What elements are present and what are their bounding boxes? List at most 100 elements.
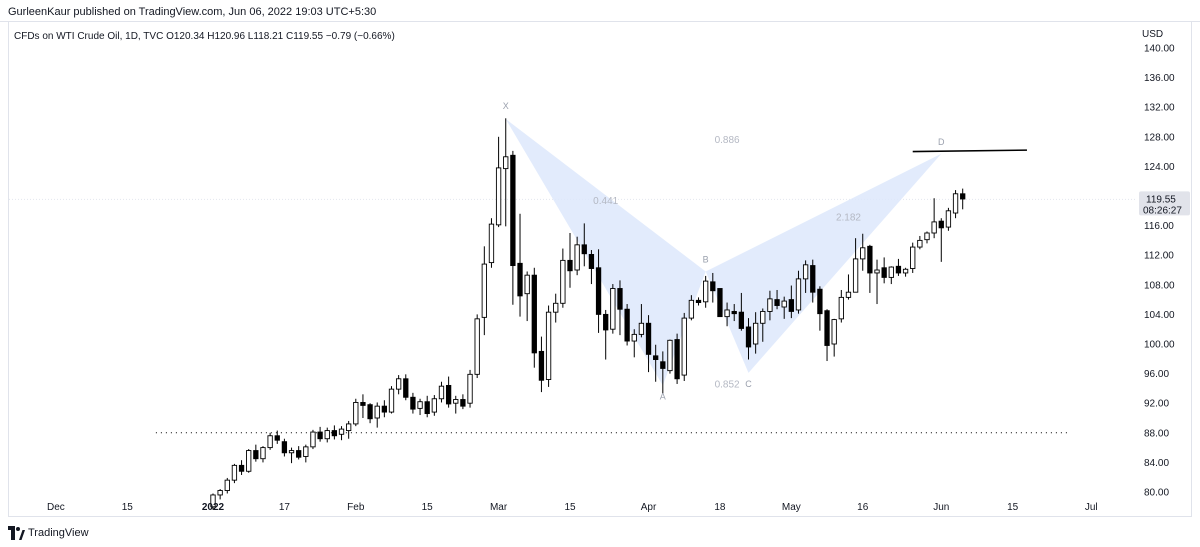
price-tick-label: 80.00	[1144, 488, 1169, 499]
candle	[224, 477, 230, 494]
candle-body	[424, 401, 430, 415]
time-tick-label: Dec	[47, 502, 65, 513]
candle	[510, 150, 516, 305]
candle-body	[503, 156, 509, 170]
price-axis[interactable]: 80.00 84.00 88.00 92.00 96.00 100.00 104.00 108…	[1144, 44, 1175, 499]
candle-body	[960, 193, 966, 200]
candle	[331, 425, 338, 440]
last-price-tag: 119.55 08:26:27	[1139, 191, 1190, 216]
candle	[795, 270, 802, 314]
candle	[210, 493, 216, 510]
candle-body	[767, 298, 773, 312]
candle	[460, 394, 466, 410]
candle	[881, 257, 887, 284]
last-price-tag-bg	[1139, 191, 1190, 216]
pattern-labels-layer: X A B C D 0.441 0.886 0.852 2.182	[503, 101, 945, 401]
legend-symbol[interactable]: CFDs on WTI Crude Oil, 1D, TVC	[14, 31, 164, 42]
time-axis[interactable]: Dec 15 2022 17 Feb 15 Mar 15 Apr 18 May 16 Jun 15 Jul	[47, 502, 1098, 513]
publisher-bar: GurleenKaur published on TradingView.com…	[0, 0, 1200, 22]
candle-body	[802, 264, 809, 280]
candle-body	[567, 259, 573, 272]
candle	[724, 302, 730, 327]
time-tick-label: 18	[714, 502, 726, 513]
candle	[824, 309, 830, 362]
pattern-ratio: 0.852	[715, 380, 740, 391]
candle	[303, 444, 309, 463]
candle-body	[881, 267, 887, 278]
candle-body	[431, 398, 437, 413]
candle-body	[238, 464, 245, 472]
candle	[388, 386, 395, 414]
price-tick-label: 136.00	[1144, 73, 1175, 84]
candle	[695, 297, 702, 306]
harmonic-pattern-layer[interactable]	[505, 119, 942, 386]
candle-body	[210, 494, 216, 508]
candle-body	[603, 313, 609, 331]
candle	[346, 420, 352, 439]
target-trend-line[interactable]	[912, 149, 1027, 153]
candle-body	[674, 339, 680, 380]
candle-body	[645, 322, 652, 355]
candle-body	[310, 431, 316, 448]
candle	[952, 190, 959, 219]
candle-body	[724, 309, 730, 318]
candle	[681, 312, 687, 381]
candle-body	[381, 405, 388, 413]
candle-body	[781, 300, 787, 308]
pattern-triangle-bcd[interactable]	[705, 153, 942, 373]
candle-body	[845, 291, 852, 298]
candle	[960, 188, 966, 210]
candle	[545, 305, 552, 387]
legend[interactable]: CFDs on WTI Crude Oil, 1D, TVC O120.34 H…	[14, 31, 395, 42]
candle	[574, 236, 580, 276]
candle	[367, 403, 373, 424]
candle-body	[852, 258, 859, 293]
candle	[703, 275, 709, 308]
candle-body	[895, 265, 902, 274]
candle-body	[317, 431, 323, 440]
target-line-layer[interactable]	[912, 149, 1027, 153]
time-tick-label: 15	[422, 502, 434, 513]
price-tick-label: 84.00	[1144, 458, 1169, 469]
candle	[374, 402, 380, 428]
candle-body	[260, 447, 266, 460]
candle	[317, 426, 323, 442]
candle-body	[474, 318, 480, 375]
candle	[674, 333, 680, 384]
time-tick-label: 15	[564, 502, 576, 513]
candle	[488, 218, 495, 268]
candle	[310, 429, 316, 450]
price-tick-label: 128.00	[1144, 132, 1175, 143]
candle-body	[417, 401, 423, 409]
candle	[660, 351, 666, 394]
candle	[560, 248, 566, 308]
candle	[767, 290, 773, 321]
candle-body	[267, 435, 273, 449]
candle	[710, 272, 716, 303]
pattern-triangle-xab[interactable]	[505, 119, 706, 386]
candle	[938, 218, 944, 262]
candle-body	[667, 339, 673, 372]
candle	[603, 309, 609, 360]
time-tick-label: 2022	[202, 502, 225, 513]
candle	[931, 198, 937, 239]
candle	[567, 233, 573, 288]
candle	[917, 235, 923, 250]
bar-countdown: 08:26:27	[1143, 205, 1182, 216]
candle-body	[410, 396, 416, 410]
pattern-point-a: A	[660, 391, 666, 401]
candle-body	[538, 350, 545, 381]
candle	[395, 375, 402, 395]
candle	[246, 449, 252, 473]
candle-body	[224, 479, 230, 491]
candle-body	[731, 310, 737, 315]
candle-body	[588, 254, 595, 269]
candle	[538, 336, 545, 393]
candle	[610, 284, 616, 334]
last-price-value: 119.55	[1146, 194, 1176, 205]
candle-body	[631, 333, 637, 342]
candle	[745, 318, 752, 360]
candle-body	[681, 317, 687, 376]
price-tick-label: 92.00	[1144, 399, 1169, 410]
